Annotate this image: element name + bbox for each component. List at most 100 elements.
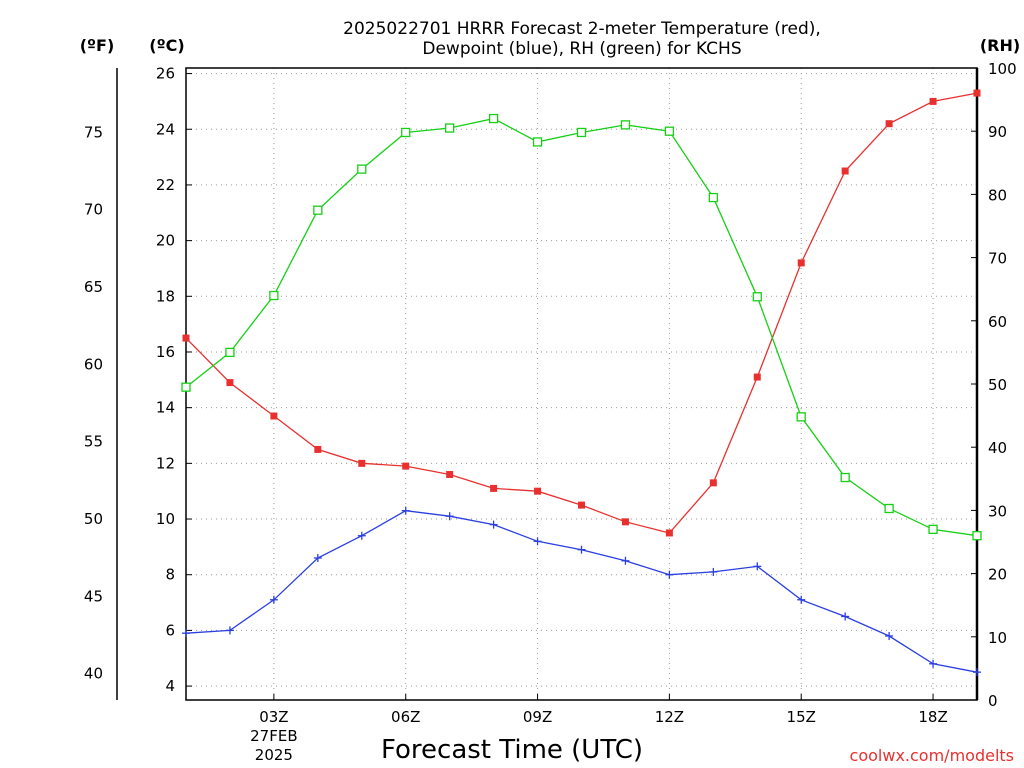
temperature-point — [973, 89, 981, 97]
rh-point — [445, 123, 455, 133]
dewpoint-point — [621, 556, 630, 565]
dewpoint-point — [753, 562, 762, 571]
temperature-point — [270, 412, 278, 420]
axes — [116, 67, 979, 701]
rh-tick-label: 80 — [988, 186, 1007, 204]
x-tick-label: 03Z — [259, 708, 288, 726]
dewpoint-point — [401, 506, 410, 515]
x-tick-label: 06Z — [391, 708, 420, 726]
rh-tick-label: 60 — [988, 313, 1007, 331]
dewpoint-line — [185, 510, 978, 673]
fahrenheit-tick-label: 45 — [84, 587, 103, 605]
x-tick-label: 09Z — [523, 708, 552, 726]
dewpoint-point — [665, 570, 674, 579]
rh-point — [357, 164, 367, 174]
celsius-tick-label: 10 — [156, 510, 175, 528]
temperature-point — [578, 501, 585, 509]
x-tick-date-label: 27FEB — [250, 727, 297, 745]
dewpoint-point — [885, 631, 894, 640]
temperature-point — [929, 97, 937, 105]
celsius-tick-label: 18 — [156, 287, 175, 305]
celsius-tick-label: 24 — [156, 120, 175, 138]
fahrenheit-tick-label: 60 — [84, 355, 103, 373]
dewpoint-point — [929, 659, 938, 668]
dewpoint-point — [445, 512, 454, 521]
celsius-tick-label: 6 — [165, 621, 175, 639]
data-series — [181, 89, 982, 677]
rh-point — [225, 347, 235, 358]
celsius-tick-label: 14 — [156, 399, 175, 417]
temperature-point — [314, 445, 322, 453]
rh-point — [928, 524, 938, 535]
dewpoint-point — [489, 520, 498, 529]
dewpoint-point — [225, 626, 234, 635]
celsius-unit-label: (ºC) — [149, 36, 184, 55]
rh-point — [664, 126, 675, 136]
rh-tick-label: 90 — [988, 123, 1007, 141]
x-axis-label: Forecast Time (UTC) — [381, 735, 643, 765]
dewpoint-point — [577, 545, 586, 554]
rh-tick-label: 30 — [988, 502, 1007, 520]
celsius-tick-label: 22 — [156, 176, 175, 194]
rh-line — [185, 117, 978, 537]
tick-labels: 4 6 8 10 12 14 16 18 20 22 24 26 40 45 50 55 60 65 70 75 0 10… — [84, 60, 1017, 764]
dewpoint-point — [357, 531, 366, 540]
x-tick-year-label: 2025 — [255, 746, 293, 764]
rh-tick-label: 0 — [988, 692, 998, 710]
rh-tick-label: 100 — [988, 60, 1017, 78]
rh-point — [884, 503, 894, 514]
rh-point — [401, 127, 411, 138]
grid-lines — [186, 68, 977, 700]
fahrenheit-tick-label: 55 — [84, 433, 103, 451]
rh-point — [269, 290, 279, 301]
x-tick-label: 12Z — [655, 708, 684, 726]
rh-tick-label: 10 — [988, 629, 1007, 647]
fahrenheit-tick-label: 65 — [84, 278, 103, 296]
temperature-point — [402, 462, 410, 470]
dewpoint-point — [841, 612, 850, 621]
temperature-point — [358, 459, 366, 467]
rh-point — [488, 113, 499, 124]
rh-tick-label: 70 — [988, 250, 1007, 268]
rh-tick-label: 40 — [988, 439, 1007, 457]
dewpoint-point — [313, 554, 322, 563]
dewpoint-point — [182, 629, 190, 638]
temperature-point — [226, 379, 234, 387]
x-tick-label: 15Z — [787, 708, 816, 726]
dewpoint-point — [709, 567, 718, 576]
temperature-point — [841, 167, 849, 175]
rh-point — [796, 412, 806, 422]
temperature-point — [709, 479, 717, 487]
celsius-tick-label: 20 — [156, 232, 175, 250]
temperature-point — [885, 120, 893, 128]
celsius-tick-label: 16 — [156, 343, 175, 361]
dewpoint-point — [533, 537, 542, 546]
fahrenheit-tick-label: 75 — [84, 123, 103, 141]
temperature-point — [534, 487, 542, 495]
rh-point — [840, 472, 850, 483]
dewpoint-point — [269, 595, 278, 604]
rh-point — [576, 127, 587, 138]
temperature-line — [185, 92, 978, 534]
rh-point — [620, 120, 631, 130]
credit-label: coolwx.com/modelts — [850, 746, 1014, 765]
temperature-point — [182, 334, 190, 342]
rh-unit-label: (RH) — [980, 36, 1020, 55]
temperature-point — [621, 518, 629, 526]
celsius-tick-label: 4 — [165, 677, 175, 695]
dewpoint-point — [797, 595, 806, 604]
temperature-point — [490, 484, 498, 492]
fahrenheit-tick-label: 70 — [84, 201, 103, 219]
rh-point — [752, 292, 762, 302]
fahrenheit-tick-label: 50 — [84, 510, 103, 528]
rh-point — [181, 382, 191, 392]
temperature-point — [797, 259, 805, 267]
rh-tick-label: 50 — [988, 376, 1007, 394]
temperature-point — [753, 373, 761, 381]
temperature-point — [446, 470, 454, 478]
fahrenheit-unit-label: (ºF) — [80, 36, 115, 55]
fahrenheit-tick-label: 40 — [84, 665, 103, 683]
celsius-tick-label: 26 — [156, 65, 175, 83]
chart-title-line-2: Dewpoint (blue), RH (green) for KCHS — [422, 39, 741, 59]
